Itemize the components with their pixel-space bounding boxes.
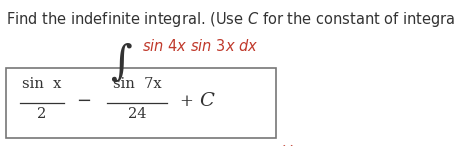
Text: sin  x: sin x [22,77,62,91]
Text: Find the indefinite integral. (Use $\it{C}$ for the constant of integration.): Find the indefinite integral. (Use $\it{… [6,10,454,29]
Text: $\mathit{sin}$ $\mathit{4x}$ $\mathit{sin}$ $\mathit{3x}$ $\mathit{dx}$: $\mathit{sin}$ $\mathit{4x}$ $\mathit{si… [142,38,258,54]
Text: sin  7x: sin 7x [113,77,161,91]
Text: ✕: ✕ [281,141,295,146]
Text: −: − [76,92,92,110]
Text: Find the indefinite integral. (Use: Find the indefinite integral. (Use [0,145,1,146]
Text: 2: 2 [37,107,47,121]
Text: ∫: ∫ [110,42,132,84]
Bar [6,68,276,138]
Text: +: + [179,93,193,110]
Text: 24: 24 [128,107,146,121]
Text: C: C [199,92,214,110]
